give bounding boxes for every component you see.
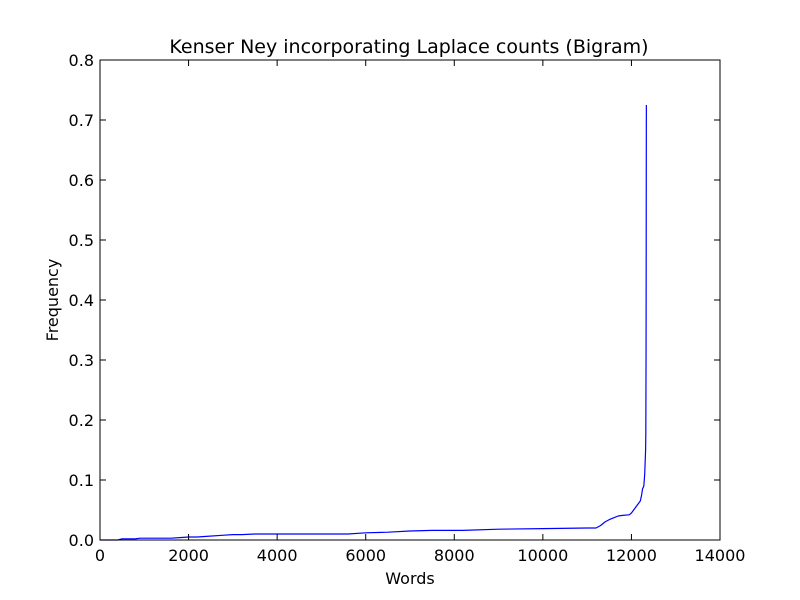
x-tick-label: 4000: [257, 546, 298, 565]
y-tick-label: 0.4: [69, 291, 94, 310]
x-tick-label: 2000: [168, 546, 209, 565]
x-tick-label: 14000: [695, 546, 746, 565]
y-tick-label: 0.7: [69, 111, 94, 130]
plot-area: 0 2000 4000 6000 8000 10000 12000 14000 0.00.10…: [69, 51, 746, 565]
x-ticks: 0 2000 4000 6000 8000 10000 12000 14000: [95, 60, 746, 565]
y-tick-label: 0.3: [69, 351, 94, 370]
x-axis-label: Words: [385, 569, 434, 588]
y-ticks: 0.0 0.1 0.2 0.3 0.4 0.5 0.6 0.7 0.8: [69, 51, 720, 550]
x-tick-label: 10000: [517, 546, 568, 565]
y-tick-label: 0.6: [69, 171, 94, 190]
series-line-0: [100, 104, 647, 541]
y-tick-label: 0.1: [69, 471, 94, 490]
x-tick-label: 6000: [345, 546, 386, 565]
plot-background: [100, 60, 720, 540]
series-layer: [100, 104, 647, 541]
y-tick-label: 0.8: [69, 51, 94, 70]
x-tick-label: 0: [95, 546, 105, 565]
y-axis-label: Frequency: [43, 259, 62, 342]
y-tick-label: 0.2: [69, 411, 94, 430]
y-tick-label: 0.0: [69, 531, 94, 550]
x-tick-label: 12000: [606, 546, 657, 565]
chart-title: Kenser Ney incorporating Laplace counts …: [169, 36, 648, 58]
x-tick-label: 8000: [434, 546, 475, 565]
y-tick-label: 0.5: [69, 231, 94, 250]
